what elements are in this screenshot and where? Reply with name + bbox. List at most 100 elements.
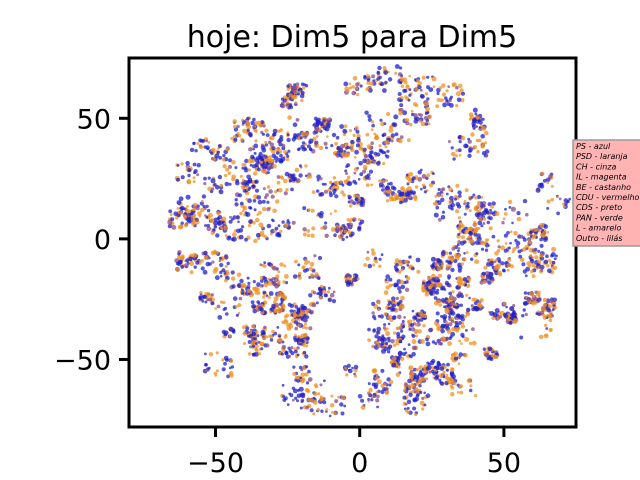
scatter-point (267, 280, 273, 286)
scatter-point (463, 202, 467, 206)
scatter-point (293, 315, 297, 318)
scatter-point (201, 138, 205, 143)
scatter-point (292, 122, 298, 127)
scatter-point (228, 326, 234, 332)
scatter-point (436, 299, 441, 304)
scatter-point (237, 193, 243, 198)
scatter-point (300, 398, 305, 403)
scatter-point (425, 366, 430, 371)
scatter-point (433, 290, 437, 294)
scatter-point (414, 323, 419, 327)
scatter-point (193, 170, 197, 175)
scatter-point (456, 226, 462, 231)
scatter-point (312, 136, 317, 141)
scatter-point (252, 280, 256, 284)
scatter-point (317, 286, 322, 291)
scatter-point (465, 279, 469, 284)
scatter-point (253, 143, 259, 149)
scatter-point (183, 263, 189, 269)
scatter-point (438, 217, 442, 222)
scatter-point (262, 187, 266, 191)
scatter-point (494, 308, 500, 313)
scatter-point (213, 182, 217, 187)
scatter-point (343, 179, 347, 183)
scatter-point (436, 97, 441, 102)
scatter-point (299, 136, 303, 140)
scatter-point (468, 226, 473, 232)
scatter-point (458, 321, 462, 325)
scatter-point (254, 179, 259, 184)
scatter-point (460, 342, 463, 345)
scatter-point (261, 263, 265, 267)
scatter-point (372, 394, 377, 399)
scatter-point (471, 124, 475, 128)
scatter-point (260, 347, 264, 351)
scatter-point (178, 259, 183, 265)
scatter-point (188, 256, 193, 261)
scatter-point (200, 259, 204, 263)
scatter-point (438, 259, 443, 264)
scatter-point (277, 308, 283, 314)
scatter-point (450, 319, 454, 323)
scatter-point (458, 222, 464, 227)
scatter-point (250, 120, 255, 126)
scatter-point (306, 144, 311, 149)
scatter-point (399, 76, 405, 82)
scatter-point (529, 254, 533, 257)
scatter-point (458, 153, 462, 157)
scatter-point (404, 351, 408, 355)
scatter-point (192, 141, 196, 146)
scatter-point (488, 356, 491, 360)
scatter-point (183, 223, 189, 228)
scatter-point (237, 303, 242, 308)
scatter-point (346, 218, 350, 222)
scatter-point (443, 288, 447, 291)
scatter-point (484, 153, 489, 158)
scatter-point (525, 247, 529, 251)
scatter-point (502, 269, 506, 273)
scatter-point (379, 314, 384, 319)
scatter-point (502, 217, 506, 221)
scatter-point (391, 303, 397, 308)
scatter-point (489, 260, 494, 266)
scatter-point (244, 158, 249, 164)
scatter-point (426, 111, 430, 115)
scatter-point (343, 229, 348, 234)
scatter-point (405, 84, 410, 90)
scatter-point (432, 172, 435, 176)
scatter-point (346, 280, 352, 285)
scatter-point (431, 265, 435, 269)
scatter-point (391, 298, 396, 303)
scatter-point (466, 307, 471, 313)
scatter-point (458, 140, 462, 144)
scatter-point (548, 304, 552, 309)
scatter-point (240, 138, 244, 142)
scatter-point (383, 323, 387, 327)
scatter-point (237, 134, 242, 138)
scatter-point (297, 323, 301, 327)
scatter-point (390, 185, 395, 190)
scatter-point (186, 179, 192, 184)
scatter-point (247, 334, 251, 338)
scatter-point (247, 158, 253, 164)
scatter-point (465, 293, 469, 297)
scatter-point (385, 185, 391, 191)
scatter-point (546, 206, 550, 210)
scatter-point (446, 283, 451, 288)
scatter-point (362, 203, 366, 206)
scatter-point (425, 377, 429, 381)
scatter-point (423, 115, 428, 121)
scatter-point (547, 258, 551, 262)
scatter-point (380, 253, 384, 257)
scatter-point (440, 324, 445, 329)
scatter-point (263, 261, 267, 265)
scatter-point (400, 284, 406, 290)
scatter-point (310, 398, 315, 403)
scatter-point (414, 185, 419, 189)
scatter-point (539, 222, 545, 228)
scatter-point (533, 228, 538, 232)
scatter-point (546, 264, 550, 268)
scatter-point (438, 273, 442, 278)
scatter-point (388, 277, 393, 282)
scatter-point (399, 299, 403, 304)
